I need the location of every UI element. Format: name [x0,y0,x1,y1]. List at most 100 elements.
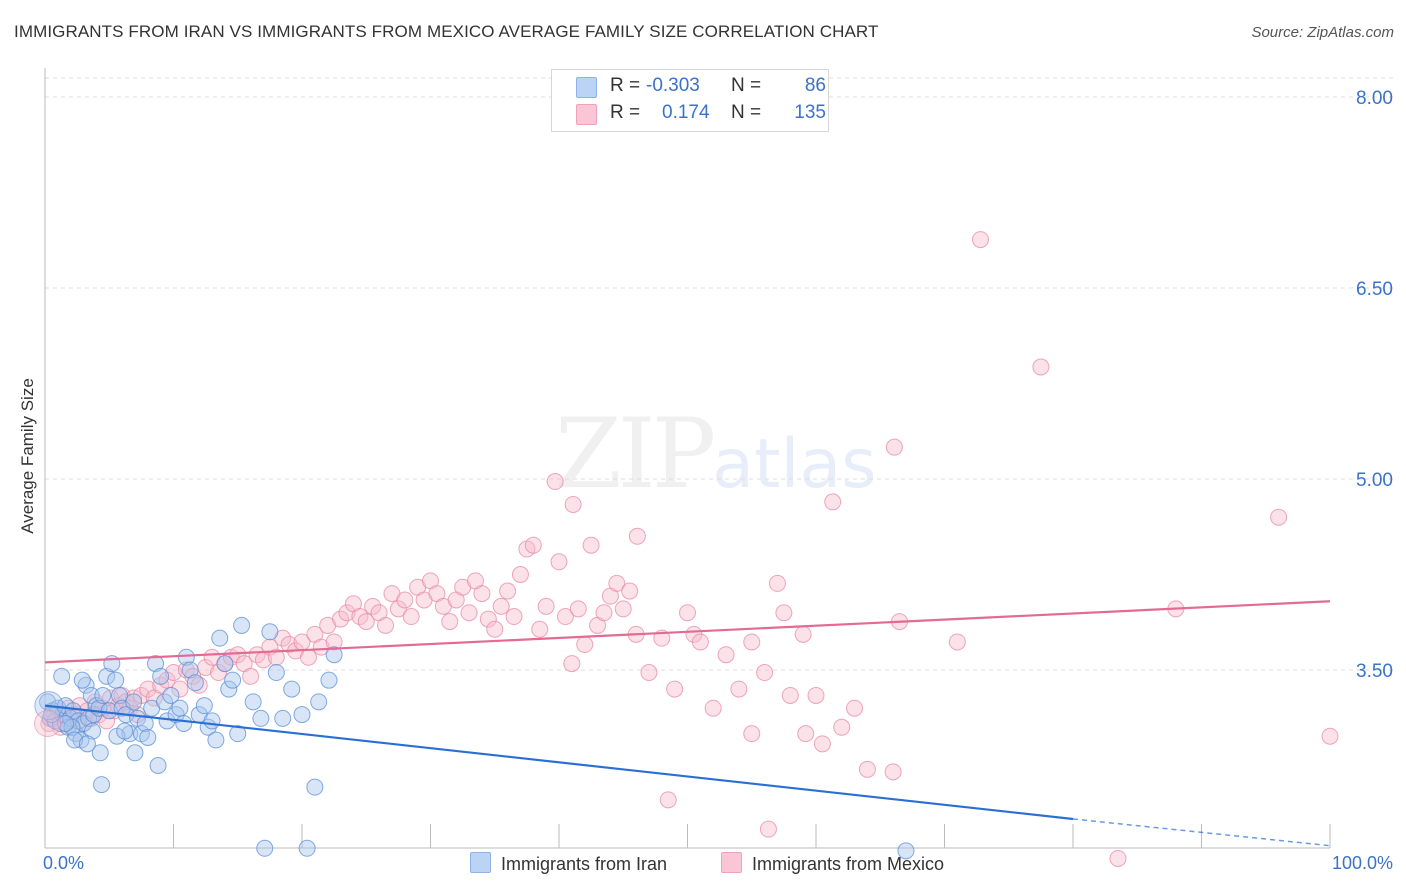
mexico-point [209,664,227,682]
mexico-point [499,582,517,600]
mexico-point [807,686,825,704]
iran-point [87,697,105,715]
mexico-point [858,760,876,778]
mexico-point [756,664,774,682]
mexico-point [524,536,542,554]
mexico-point [730,680,748,698]
iran-point [57,714,75,732]
iran-point [147,655,165,673]
iran-point [261,623,279,641]
mexico-point [1270,508,1288,526]
iran-point [325,646,343,664]
iran-point [149,757,167,774]
mexico-point [531,620,549,638]
mexico-point [389,600,407,618]
mexico-point [564,495,582,513]
mexico-point [280,636,298,654]
iran-point [126,744,144,762]
mexico-point [614,600,632,618]
mexico-point [139,680,157,698]
legend-n-value: 86 [804,75,826,96]
mexico-point [242,667,260,685]
mexico-point [556,608,574,626]
iran-trend-line [44,704,1074,821]
iran-point [229,725,247,743]
iran-point [216,655,234,673]
mexico-point [813,735,831,753]
iran-point [177,648,195,666]
mexico-point [621,582,639,600]
mexico-point [884,763,902,781]
iran-point [233,616,251,634]
mexico-point [794,625,812,643]
iran-point [252,709,270,727]
x-tick-label: 100.0% [1332,853,1393,873]
mexico-point [377,616,395,634]
mexico-point [628,527,646,545]
mexico-point [569,600,587,618]
mexico-point [691,633,709,651]
bottom-legend-swatch-iran [470,852,491,873]
correlation-legend: R = -0.303 N = 86 R = 0.174 N = 135 [551,69,829,132]
iran-point [897,842,915,860]
mexico-point [775,604,793,622]
iran-point [93,776,111,794]
iran-point [107,671,125,689]
legend-r-label: R = [610,102,641,123]
mexico-point [299,648,317,666]
mexico-point [537,597,555,615]
mexico-point [486,620,504,638]
iran-point [224,671,242,689]
bottom-legend-mexico: Immigrants from Mexico [721,852,944,875]
iran-point [171,699,189,717]
mexico-point [846,699,864,717]
mexico-point [563,655,581,673]
mexico-point [34,709,62,737]
legend-r-label: R = [610,75,641,96]
mexico-point [441,613,459,631]
chart-title: IMMIGRANTS FROM IRAN VS IMMIGRANTS FROM … [14,22,879,41]
mexico-point [1109,849,1127,867]
iran-point [136,714,154,732]
mexico-point [1321,727,1339,745]
mexico-point [666,680,684,698]
mexico-point [460,604,478,622]
iran-point [306,778,324,796]
iran-point [100,702,118,720]
iran-point [267,664,285,682]
iran-point [186,674,204,692]
iran-point [156,693,174,711]
mexico-point [177,661,195,679]
mexico-point [325,633,343,651]
mexico-point [679,604,696,622]
mexico-point [546,473,564,491]
legend-n-value: 135 [794,102,826,123]
iran-point [98,667,116,685]
mexico-point [608,574,626,592]
mexico-point [550,553,568,571]
iran-point [152,667,170,685]
mexico-point [267,648,285,666]
mexico-point [479,610,497,628]
iran-point [78,735,96,753]
iran-point [121,725,139,743]
legend-swatch-iran [576,77,597,98]
mexico-point [165,664,182,682]
mexico-point [492,597,510,615]
bottom-legend-label-iran: Immigrants from Iran [501,854,668,874]
mexico-point [971,231,989,249]
mexico-point [171,680,189,698]
iran-point [211,629,229,647]
iran-point [175,714,193,732]
y-tick-label: 8.00 [1356,88,1393,109]
mexico-point [332,610,350,628]
mexico-point [576,636,594,654]
iran-point [203,712,221,730]
legend-r-value: 0.174 [662,102,710,123]
legend-r-value: -0.303 [646,75,700,96]
iran-point [310,693,328,711]
mexico-point [595,604,613,622]
iran-point [181,661,199,679]
legend-swatch-mexico [576,104,597,125]
mexico-point [704,699,722,717]
